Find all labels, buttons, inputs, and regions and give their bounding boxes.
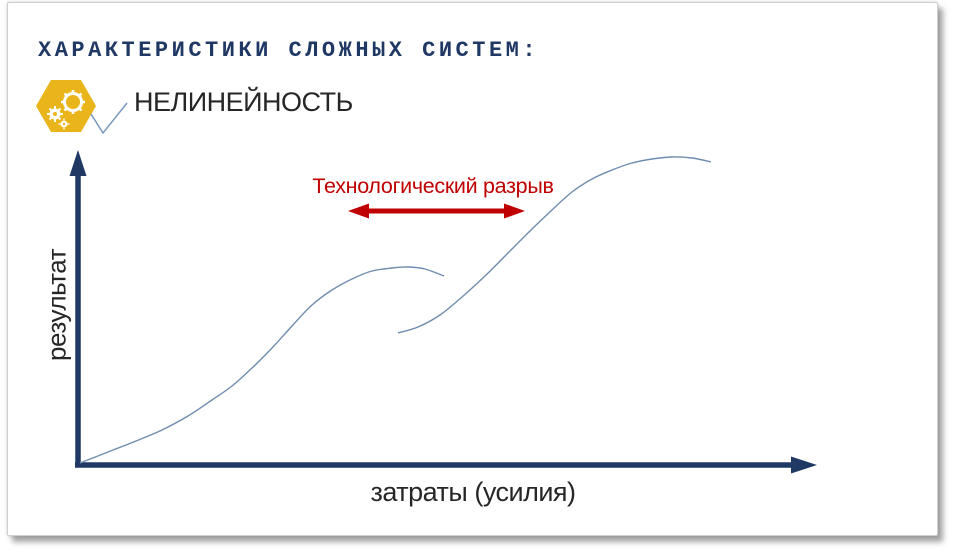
x-axis-label: затраты (усилия) <box>370 477 576 507</box>
technological-gap-label: Технологический разрыв <box>312 174 554 198</box>
series-layer <box>79 156 712 464</box>
slide-title: ХАРАКТЕРИСТИКИ СЛОЖНЫХ СИСТЕМ: <box>38 38 540 63</box>
s-curve-2 <box>397 156 712 334</box>
small-gear-glyph <box>47 106 63 122</box>
y-axis-arrowhead <box>69 150 87 176</box>
y-axis <box>69 150 87 467</box>
x-axis <box>75 456 817 474</box>
gap-arrowhead-right <box>504 203 525 219</box>
gears-in-hexagon-icon <box>36 80 128 135</box>
y-axis-label: результат <box>41 248 72 362</box>
large-gear-glyph <box>61 90 85 114</box>
slide-card <box>7 2 938 536</box>
bullet-label: НЕЛИНЕЙНОСТЬ <box>134 87 353 117</box>
annotation-layer <box>348 203 525 219</box>
gap-arrowhead-left <box>348 203 369 219</box>
bullet-connector-line <box>90 102 128 135</box>
tiny-gear-glyph <box>58 118 70 130</box>
s-curve-1 <box>79 266 445 464</box>
x-axis-arrowhead <box>791 456 817 474</box>
